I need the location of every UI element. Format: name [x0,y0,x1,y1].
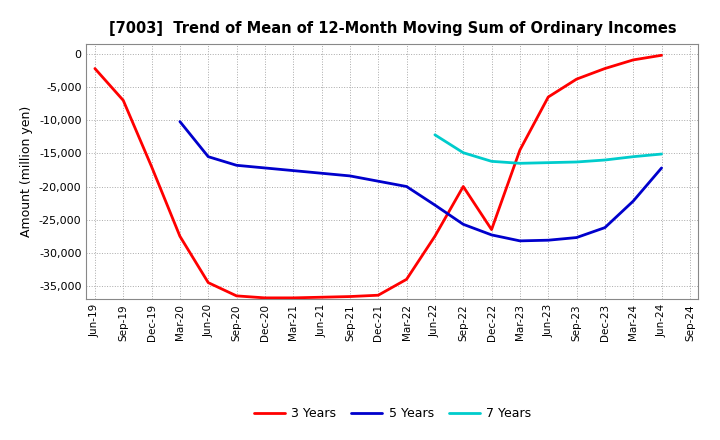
Line: 5 Years: 5 Years [180,121,662,241]
3 Years [318,294,326,300]
3 Years [261,295,269,301]
5 Years [459,222,467,227]
7 Years [516,161,524,166]
7 Years [629,154,637,159]
3 Years [544,95,552,100]
3 Years [176,234,184,239]
Line: 7 Years: 7 Years [435,135,662,163]
Legend: 3 Years, 5 Years, 7 Years: 3 Years, 5 Years, 7 Years [248,403,536,425]
5 Years [204,154,212,159]
5 Years [346,173,354,179]
7 Years [544,160,552,165]
3 Years [459,184,467,189]
Y-axis label: Amount (million yen): Amount (million yen) [20,106,33,237]
3 Years [431,234,439,239]
3 Years [657,53,666,58]
5 Years [544,238,552,243]
5 Years [431,202,439,208]
7 Years [459,150,467,155]
Title: [7003]  Trend of Mean of 12-Month Moving Sum of Ordinary Incomes: [7003] Trend of Mean of 12-Month Moving … [109,21,676,36]
5 Years [289,168,297,173]
3 Years [346,294,354,299]
3 Years [600,66,609,71]
5 Years [629,198,637,204]
3 Years [487,227,496,232]
5 Years [261,165,269,171]
7 Years [657,151,666,157]
3 Years [148,164,156,169]
5 Years [572,235,581,240]
3 Years [289,295,297,301]
3 Years [119,98,127,103]
3 Years [572,77,581,82]
7 Years [487,159,496,164]
7 Years [600,158,609,163]
5 Years [318,171,326,176]
3 Years [629,57,637,62]
7 Years [431,132,439,137]
3 Years [516,147,524,153]
Line: 3 Years: 3 Years [95,55,662,298]
5 Years [600,225,609,230]
3 Years [374,293,382,298]
5 Years [657,165,666,171]
3 Years [91,66,99,71]
5 Years [487,232,496,238]
5 Years [516,238,524,243]
5 Years [374,179,382,184]
5 Years [233,163,241,168]
3 Years [204,280,212,285]
3 Years [402,277,411,282]
7 Years [572,159,581,165]
5 Years [402,184,411,189]
3 Years [233,293,241,298]
5 Years [176,119,184,124]
